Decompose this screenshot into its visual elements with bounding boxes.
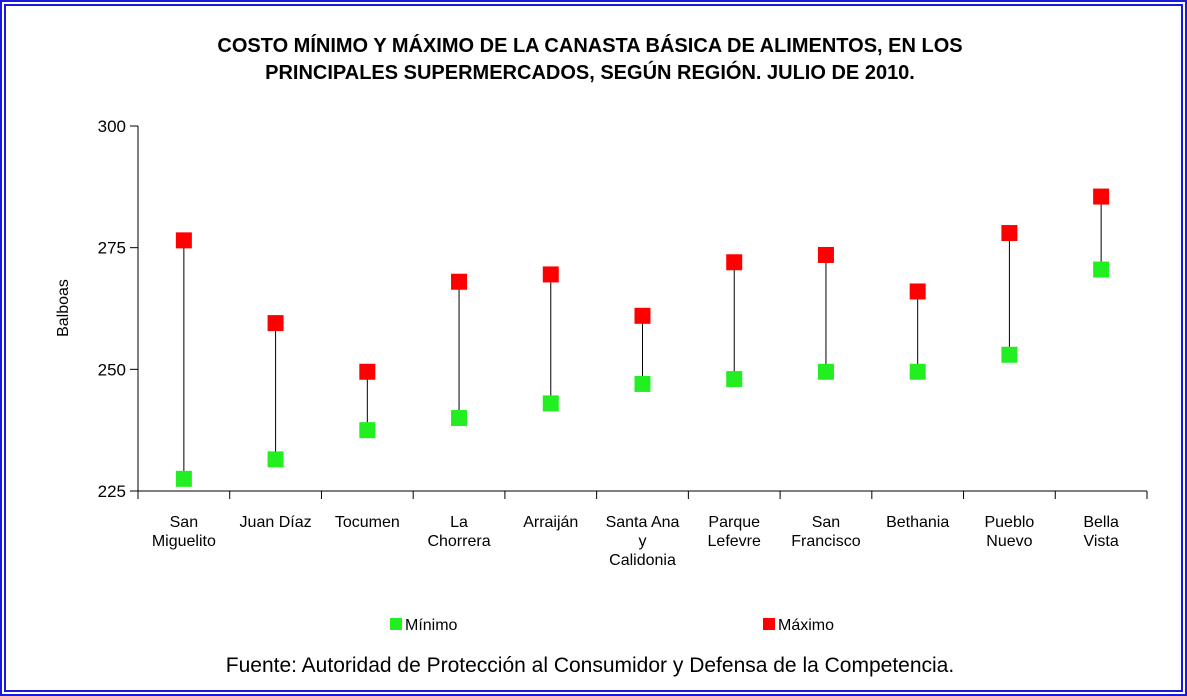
marker — [267, 451, 284, 468]
marker — [542, 395, 559, 412]
marker — [359, 363, 376, 380]
marker — [726, 254, 743, 271]
x-tick-label: Santa Ana y Calidonia — [605, 514, 680, 569]
marker — [634, 375, 651, 392]
y-axis-label: Balboas — [55, 279, 72, 337]
marker — [1093, 261, 1110, 278]
legend-label: Mínimo — [405, 617, 458, 634]
x-tick-label: San Francisco — [791, 514, 861, 550]
y-tick-label: 300 — [98, 117, 126, 136]
marker — [451, 273, 468, 290]
marker — [634, 307, 651, 324]
x-tick-label: Pueblo Nuevo — [984, 514, 1035, 550]
marker — [451, 410, 468, 426]
x-tick-label: La Chorrera — [427, 514, 491, 550]
x-tick-label: Juan Díaz — [239, 514, 312, 531]
x-tick-label: Tocumen — [334, 514, 400, 531]
marker — [267, 315, 284, 332]
marker — [1001, 346, 1018, 363]
legend-swatch — [763, 618, 775, 630]
title-line: COSTO MÍNIMO Y MÁXIMO DE LA CANASTA BÁSI… — [217, 34, 962, 57]
source-note: Fuente: Autoridad de Protección al Consu… — [226, 654, 954, 677]
x-tick-label: Bethania — [886, 514, 950, 531]
marker — [175, 232, 192, 249]
y-tick-label: 275 — [98, 239, 126, 258]
title-line: PRINCIPALES SUPERMERCADOS, SEGÚN REGIÓN.… — [265, 60, 915, 84]
marker — [1001, 225, 1018, 242]
chart: COSTO MÍNIMO Y MÁXIMO DE LA CANASTA BÁSI… — [55, 34, 1148, 677]
marker — [175, 470, 192, 487]
x-tick-label: Arraiján — [523, 514, 579, 531]
marker — [359, 422, 376, 439]
legend-label: Máximo — [778, 617, 834, 634]
marker — [909, 363, 926, 380]
legend-swatch — [390, 618, 402, 630]
x-tick-label: Parque Lefevre — [707, 514, 761, 550]
marker — [909, 283, 926, 300]
marker — [542, 266, 559, 283]
x-tick-label: Bella Vista — [1083, 514, 1119, 550]
y-tick-label: 225 — [98, 482, 126, 501]
marker — [726, 371, 743, 388]
marker — [817, 246, 834, 263]
x-tick-label: San Miguelito — [151, 514, 216, 550]
y-tick-label: 250 — [98, 360, 126, 379]
marker — [1093, 188, 1110, 205]
marker — [817, 363, 834, 380]
chart-title: COSTO MÍNIMO Y MÁXIMO DE LA CANASTA BÁSI… — [217, 34, 962, 84]
